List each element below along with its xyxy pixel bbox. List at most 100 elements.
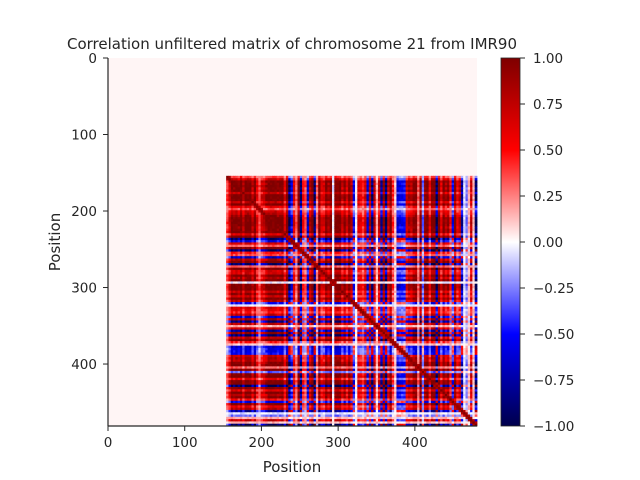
- heatmap-cell: [297, 343, 301, 347]
- heatmap-cell: [239, 265, 243, 269]
- heatmap-cell: [272, 380, 275, 383]
- heatmap-cell: [260, 375, 264, 379]
- heatmap-cell: [239, 175, 243, 179]
- heatmap-cell: [288, 258, 291, 262]
- heatmap-cell: [285, 331, 289, 335]
- heatmap-cell: [304, 178, 308, 181]
- heatmap-cell: [267, 398, 271, 402]
- heatmap-cell: [235, 272, 239, 275]
- heatmap-cell: [329, 347, 333, 351]
- heatmap-cell: [276, 403, 280, 406]
- heatmap-cell: [285, 230, 289, 234]
- heatmap-cell: [274, 393, 278, 397]
- heatmap-cell: [288, 228, 291, 232]
- heatmap-cell: [322, 361, 326, 365]
- heatmap-cell: [285, 256, 289, 259]
- heatmap-cell: [242, 269, 245, 273]
- heatmap-cell: [327, 322, 331, 326]
- heatmap-cell: [269, 364, 273, 367]
- heatmap-cell: [283, 182, 287, 186]
- heatmap-cell: [304, 210, 308, 213]
- heatmap-cell: [313, 405, 317, 409]
- heatmap-cell: [251, 205, 255, 209]
- heatmap-cell: [292, 377, 296, 381]
- heatmap-cell: [327, 274, 331, 278]
- heatmap-cell: [315, 242, 319, 246]
- heatmap-cell: [274, 377, 278, 381]
- heatmap-cell: [251, 393, 255, 397]
- heatmap-cell: [272, 329, 275, 333]
- heatmap-cell: [239, 295, 243, 298]
- heatmap-cell: [226, 187, 229, 190]
- heatmap-cell: [308, 244, 312, 248]
- heatmap-cell: [233, 373, 236, 376]
- heatmap-cell: [292, 210, 296, 213]
- heatmap-cell: [230, 240, 234, 243]
- heatmap-cell: [279, 201, 282, 204]
- heatmap-cell: [226, 354, 229, 358]
- heatmap-cell: [260, 320, 264, 324]
- heatmap-cell: [279, 396, 282, 399]
- heatmap-cell: [239, 201, 243, 204]
- heatmap-cell: [283, 230, 287, 234]
- heatmap-cell: [299, 178, 303, 181]
- heatmap-cell: [267, 295, 271, 298]
- heatmap-cell: [292, 391, 296, 395]
- heatmap-cell: [320, 334, 324, 337]
- heatmap-cell: [299, 320, 303, 324]
- heatmap-cell: [239, 279, 243, 282]
- heatmap-cell: [272, 265, 275, 269]
- heatmap-cell: [239, 182, 243, 186]
- heatmap-cell: [262, 400, 266, 404]
- heatmap-cell: [272, 214, 275, 218]
- heatmap-cell: [288, 423, 291, 427]
- heatmap-cell: [253, 281, 257, 285]
- heatmap-cell: [279, 203, 282, 207]
- heatmap-cell: [239, 347, 243, 351]
- heatmap-cell: [315, 313, 319, 317]
- heatmap-cell: [302, 244, 305, 248]
- heatmap-cell: [325, 373, 328, 376]
- heatmap-cell: [311, 361, 314, 365]
- heatmap-cell: [230, 297, 234, 301]
- heatmap-cell: [329, 194, 333, 197]
- heatmap-cell: [258, 327, 262, 331]
- heatmap-cell: [304, 368, 308, 372]
- heatmap-cell: [322, 377, 326, 381]
- heatmap-cell: [325, 313, 328, 317]
- heatmap-cell: [281, 407, 285, 411]
- heatmap-cell: [239, 276, 243, 280]
- heatmap-cell: [265, 412, 268, 415]
- heatmap-cell: [318, 235, 321, 239]
- heatmap-cell: [249, 313, 252, 317]
- heatmap-cell: [325, 306, 328, 310]
- heatmap-cell: [272, 384, 275, 388]
- heatmap-cell: [297, 217, 301, 220]
- heatmap-cell: [274, 203, 278, 207]
- heatmap-cell: [226, 189, 229, 193]
- heatmap-cell: [320, 207, 324, 211]
- heatmap-cell: [265, 276, 268, 280]
- heatmap-cell: [258, 331, 262, 335]
- heatmap-cell: [274, 249, 278, 252]
- heatmap-cell: [304, 265, 308, 269]
- heatmap-cell: [228, 304, 232, 308]
- heatmap-cell: [233, 354, 236, 358]
- heatmap-cell: [230, 226, 234, 230]
- heatmap-cell: [302, 347, 305, 351]
- heatmap-cell: [311, 240, 314, 243]
- heatmap-cell: [302, 368, 305, 372]
- heatmap-cell: [306, 249, 310, 252]
- heatmap-cell: [260, 292, 264, 296]
- heatmap-cell: [249, 276, 252, 280]
- heatmap-cell: [251, 334, 255, 337]
- heatmap-cell: [246, 375, 250, 379]
- heatmap-cell: [281, 212, 285, 216]
- heatmap-cell: [283, 343, 287, 347]
- heatmap-cell: [276, 320, 280, 324]
- heatmap-cell: [290, 224, 294, 227]
- heatmap-cell: [281, 265, 285, 269]
- heatmap-cell: [304, 256, 308, 259]
- heatmap-cell: [325, 311, 328, 314]
- heatmap-cell: [318, 315, 321, 319]
